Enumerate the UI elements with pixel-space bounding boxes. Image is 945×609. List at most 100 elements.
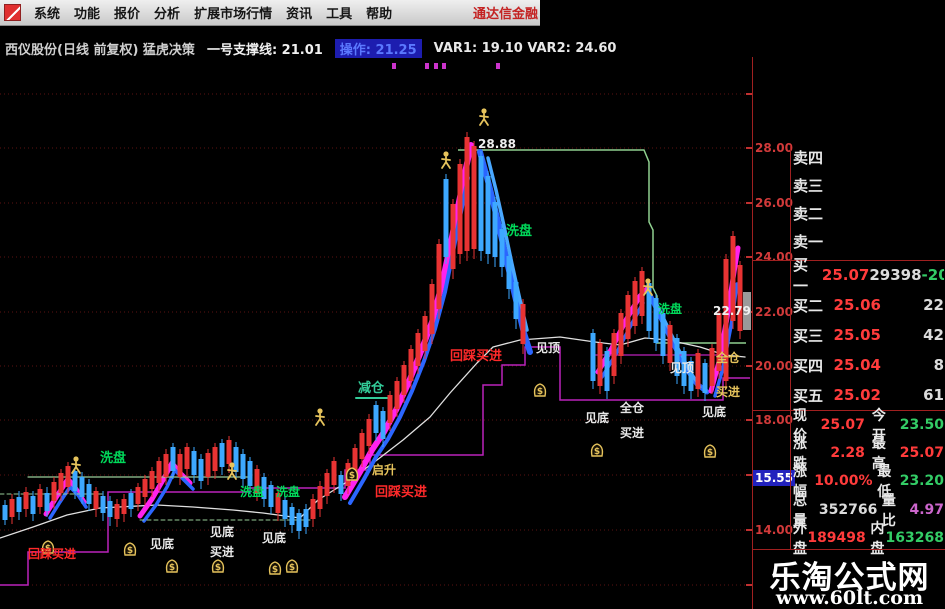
menu-bar: 系统 功能 报价 分析 扩展市场行情 资讯 工具 帮助 通达信金融	[0, 0, 540, 26]
svg-text:$: $	[594, 447, 600, 457]
change-label: 涨跌	[793, 436, 807, 472]
svg-text:$: $	[45, 544, 51, 554]
svg-text:回踩买进: 回踩买进	[450, 348, 502, 364]
svg-text:$: $	[127, 546, 133, 556]
buy-row-2: 买二 25.06 22	[793, 293, 944, 317]
sell-row-4: 卖四	[793, 145, 944, 169]
axis-label: 22.00	[755, 305, 793, 319]
menu-tools[interactable]: 工具	[326, 7, 353, 22]
buy1-price: 25.07	[821, 266, 870, 284]
quote-panel: 28.00 26.00 24.00 22.00 20.00 18.00 15.5…	[752, 57, 945, 609]
outer-lots-value: 189498	[807, 530, 866, 546]
buy4-price: 25.04	[833, 356, 881, 374]
panel-divider	[790, 145, 791, 549]
menu-analysis[interactable]: 分析	[154, 7, 181, 22]
brand-label: 通达信金融	[472, 7, 538, 22]
buy3-volume: 42	[923, 326, 944, 344]
svg-text:$: $	[537, 387, 543, 397]
action-value-chip: 操作: 21.25	[334, 38, 422, 58]
separator	[753, 260, 945, 261]
menu-help[interactable]: 帮助	[366, 7, 393, 22]
svg-text:$: $	[349, 471, 355, 481]
volume-ratio-label: 量比	[881, 493, 896, 529]
sell-row-3: 卖三	[793, 173, 944, 197]
svg-text:见顶: 见顶	[536, 341, 560, 355]
svg-text:全仓: 全仓	[619, 400, 645, 415]
total-volume-label: 总量	[793, 493, 807, 529]
menu-news[interactable]: 资讯	[286, 7, 313, 22]
svg-text:$: $	[707, 448, 713, 458]
separator	[753, 410, 945, 411]
current-price-value: 25.07	[820, 417, 865, 433]
total-volume-value: 352766	[818, 502, 878, 518]
low-value: 23.20	[899, 473, 944, 489]
sell-row-1: 卖一	[793, 229, 944, 253]
axis-label: 28.00	[755, 141, 793, 155]
watermark-url: www.60lt.com	[775, 587, 924, 609]
buy-row-5: 买五 25.02 61	[793, 383, 944, 407]
volume-ratio-value: 4.97	[909, 502, 944, 518]
var-values: VAR1: 19.10 VAR2: 24.60	[433, 40, 617, 56]
menu-function[interactable]: 功能	[74, 7, 101, 22]
svg-text:买进: 买进	[620, 425, 644, 440]
svg-text:回踩买进: 回踩买进	[28, 546, 76, 561]
app-logo-icon	[4, 4, 21, 21]
pct-label: 涨幅	[793, 464, 807, 500]
sell1-label: 卖一	[793, 232, 824, 251]
sell3-label: 卖三	[793, 176, 824, 195]
low-label: 最低	[877, 464, 892, 500]
svg-text:洗盘: 洗盘	[506, 223, 532, 239]
axis-label: 14.00	[755, 523, 793, 537]
buy-row-1: 买一 25.07 29398 -20	[793, 256, 944, 295]
buy4-volume: 8	[933, 356, 944, 374]
svg-text:全仓: 全仓	[715, 350, 741, 365]
svg-text:见底: 见底	[150, 536, 174, 551]
menu-extended-market[interactable]: 扩展市场行情	[194, 7, 273, 22]
svg-text:洗盘: 洗盘	[100, 450, 126, 466]
buy5-volume: 61	[923, 386, 944, 404]
pct-value: 10.00%	[814, 473, 873, 489]
svg-text:减仓: 减仓	[358, 380, 385, 396]
svg-text:见底: 见底	[702, 404, 726, 419]
svg-text:洗盘: 洗盘	[276, 484, 300, 499]
svg-text:$: $	[289, 563, 295, 573]
axis-label: 26.00	[755, 196, 793, 210]
buy3-label: 买三	[793, 326, 824, 345]
sell-row-2: 卖二	[793, 201, 944, 225]
watermark-title: 乐淘公式网	[769, 560, 930, 596]
svg-text:见底: 见底	[210, 524, 234, 539]
buy1-label: 买一	[793, 256, 809, 295]
separator	[753, 549, 945, 550]
buy5-label: 买五	[793, 386, 824, 405]
axis-label: 24.00	[755, 250, 793, 264]
svg-text:$: $	[272, 565, 278, 575]
change-value: 2.28	[830, 445, 865, 461]
menu-system[interactable]: 系统	[34, 7, 61, 22]
buy1-extra: -20	[921, 266, 944, 284]
indicator-title-bar: 西仪股份(日线 前复权) 猛虎决策 一号支撑线: 21.01 操作: 21.25…	[5, 38, 617, 58]
info-row-change: 涨跌 2.28 最高 25.07	[793, 436, 944, 472]
svg-text:28.88: 28.88	[478, 137, 516, 151]
open-value: 23.50	[899, 417, 944, 433]
support-line-value: 一号支撑线: 21.01	[206, 42, 323, 58]
svg-text:见底: 见底	[585, 410, 609, 425]
svg-text:见顶: 见顶	[670, 361, 694, 375]
open-label: 今开	[871, 408, 886, 444]
high-value: 25.07	[899, 445, 944, 461]
buy5-price: 25.02	[833, 386, 881, 404]
buy1-volume: 29398	[869, 266, 922, 284]
svg-text:洗盘: 洗盘	[240, 484, 264, 499]
svg-text:见底: 见底	[262, 530, 286, 545]
svg-text:买进: 买进	[716, 384, 740, 399]
menu-quotes[interactable]: 报价	[114, 7, 141, 22]
info-row-lots: 外盘 189498 内盘 163268	[793, 521, 944, 557]
svg-text:洗盘: 洗盘	[658, 301, 682, 316]
current-price-label: 现价	[793, 408, 807, 444]
buy2-price: 25.06	[833, 296, 881, 314]
buy-row-3: 买三 25.05 42	[793, 323, 944, 347]
high-label: 最高	[871, 436, 886, 472]
stock-title: 西仪股份(日线 前复权) 猛虎决策	[5, 42, 195, 58]
info-row-pct: 涨幅 10.00% 最低 23.20	[793, 464, 944, 500]
sell4-label: 卖四	[793, 148, 824, 167]
